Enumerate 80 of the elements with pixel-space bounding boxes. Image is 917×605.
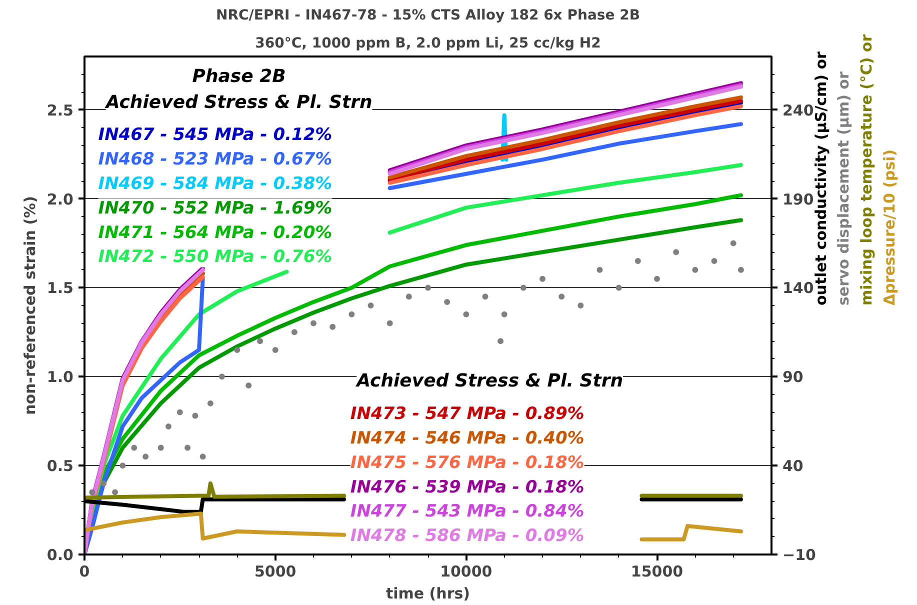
point [578,302,584,308]
y-tick-label: 0.0 [46,546,74,564]
text: IN473 - 547 MPa - 0.89% [350,404,584,424]
point [368,302,374,308]
point [131,444,138,451]
y-tick-label: 1.5 [46,279,74,298]
point [616,284,622,291]
point [540,276,546,282]
point [120,462,126,469]
text: IN477 - 543 MPa - 0.84% [350,502,584,522]
point [692,266,698,273]
chart-subtitle: 360°C, 1000 ppm B, 2.0 ppm Li, 25 cc/kg H2 [255,36,601,52]
point [192,412,198,419]
point [673,249,680,256]
point [257,338,264,344]
point [520,284,526,291]
point [218,374,225,380]
annotation: Phase 2B [192,66,286,87]
text: IN470 - 552 MPa - 1.69% [98,198,332,218]
text: IN468 - 523 MPa - 0.67% [98,150,332,170]
point [184,444,191,451]
y2-tick-label: −10 [782,546,816,564]
point [482,294,488,300]
point [207,400,214,406]
point [89,489,96,496]
point [112,489,118,496]
y-axis-title: non-referenced strain (%) [20,196,39,415]
point [142,454,149,460]
point [348,311,355,318]
chart-title: NRC/EPRI - IN467-78 - 15% CTS Alloy 182 6x Phase 2B [216,8,640,24]
point [634,258,641,264]
point [272,346,278,353]
annotation: Achieved Stress & Pl. Strn [104,92,372,113]
text: IN475 - 576 MPa - 0.18% [350,452,584,473]
y2-tick-label: 240 [782,101,814,120]
text: IN478 - 586 MPa - 0.09% [350,526,584,546]
y-tick-label: 2.0 [46,190,74,208]
point [498,338,504,344]
y-tick-label: 1.0 [46,368,74,386]
point [165,423,172,430]
text: IN471 - 564 MPa - 0.20% [98,222,332,243]
point [200,454,206,460]
point [463,311,470,318]
point [654,276,660,282]
point [158,444,164,451]
x-tick-label: 15000 [630,562,684,580]
point [176,409,183,416]
point [291,329,298,336]
point [711,258,718,264]
point [596,266,603,273]
x-tick-label: 0 [79,562,90,580]
annotation: Achieved Stress & Pl. Strn [354,370,624,392]
point [501,311,508,318]
y2-tick-label: 40 [782,457,804,476]
point [386,320,393,326]
text: IN467 - 545 MPa - 0.12% [98,125,332,146]
point [738,266,744,273]
point [444,298,450,305]
point [330,324,336,330]
x-tick-label: 10000 [440,562,492,580]
point [234,346,240,353]
point [425,284,431,291]
y2-tick-label: 140 [782,279,814,298]
point [246,382,252,389]
x-axis-title: time (hrs) [386,584,470,602]
y2-tick-label: 90 [782,368,804,386]
y2-axis-title: outlet conductivity (µS/cm) or servo displacement (µm) or mixing loop temperature (°C) or Δpressure/10 (psi) [812,34,898,306]
y-tick-label: 2.5 [46,101,74,120]
point [558,294,565,300]
text: IN474 - 546 MPa - 0.40% [350,428,584,448]
x-tick-label: 5000 [254,562,296,580]
point [100,480,107,486]
point [730,240,736,246]
text: IN469 - 584 MPa - 0.38% [98,174,332,194]
y2-tick-label: 190 [782,190,814,208]
point [310,320,316,326]
text: IN472 - 550 MPa - 0.76% [98,247,332,268]
text: IN476 - 539 MPa - 0.18% [350,477,584,498]
point [406,294,412,300]
y-tick-label: 0.5 [46,457,74,476]
